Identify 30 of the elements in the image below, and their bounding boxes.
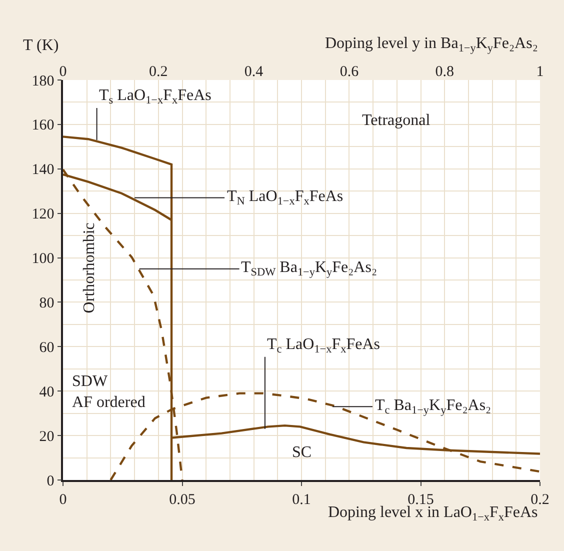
y-tick-label: 60 xyxy=(39,340,54,356)
y-tick-label: 40 xyxy=(39,384,54,400)
x2-tick-label: 1 xyxy=(536,64,544,80)
y-tick-label: 100 xyxy=(32,251,54,268)
x2-tick-label: 0.6 xyxy=(340,64,360,80)
y-tick-label: 160 xyxy=(32,118,54,134)
annotation: SDW AF ordered xyxy=(72,373,146,411)
annotation: T$_{c}$ Ba$_{1−y}$K$_{y}$Fe₂As₂ xyxy=(375,397,492,416)
annotation: T$_{SDW}$ Ba$_{1−y}$K$_{y}$Fe₂As₂ xyxy=(241,259,378,278)
annotation: T$_{N}$ LaO$_{1−x}$F$_{x}$FeAs xyxy=(227,188,344,208)
annotation: SC xyxy=(292,444,312,461)
x-tick-label: 0.05 xyxy=(169,492,196,508)
y-tick-label: 0 xyxy=(46,473,54,490)
annotation: Orthorhombic xyxy=(81,222,98,314)
y-tick-label: 20 xyxy=(39,428,54,445)
x2-tick-label: 0.8 xyxy=(435,64,454,80)
annotation: T$_{c}$ LaO$_{1−x}$F$_{x}$FeAs xyxy=(267,336,380,356)
y-tick-label: 140 xyxy=(32,162,54,178)
annotation: Tetragonal xyxy=(362,112,431,129)
x-tick-label: 0 xyxy=(59,492,67,508)
x2-axis-title: Doping level y in Ba$_{1−y}$K$_{y}$Fe₂As₂ xyxy=(325,35,538,54)
x2-tick-label: 0.4 xyxy=(244,64,264,80)
x2-tick-label: 0.2 xyxy=(149,64,168,80)
y-tick-label: 120 xyxy=(32,206,54,223)
y-tick-label: 80 xyxy=(39,295,54,312)
y-tick-label: 180 xyxy=(32,73,54,90)
x2-tick-label: 0 xyxy=(59,64,67,80)
annotation: T$_{s}$ LaO$_{1−x}$F$_{x}$FeAs xyxy=(99,87,212,106)
y-axis-title: T (K) xyxy=(23,37,59,54)
x-tick-label: 0.1 xyxy=(292,492,311,508)
